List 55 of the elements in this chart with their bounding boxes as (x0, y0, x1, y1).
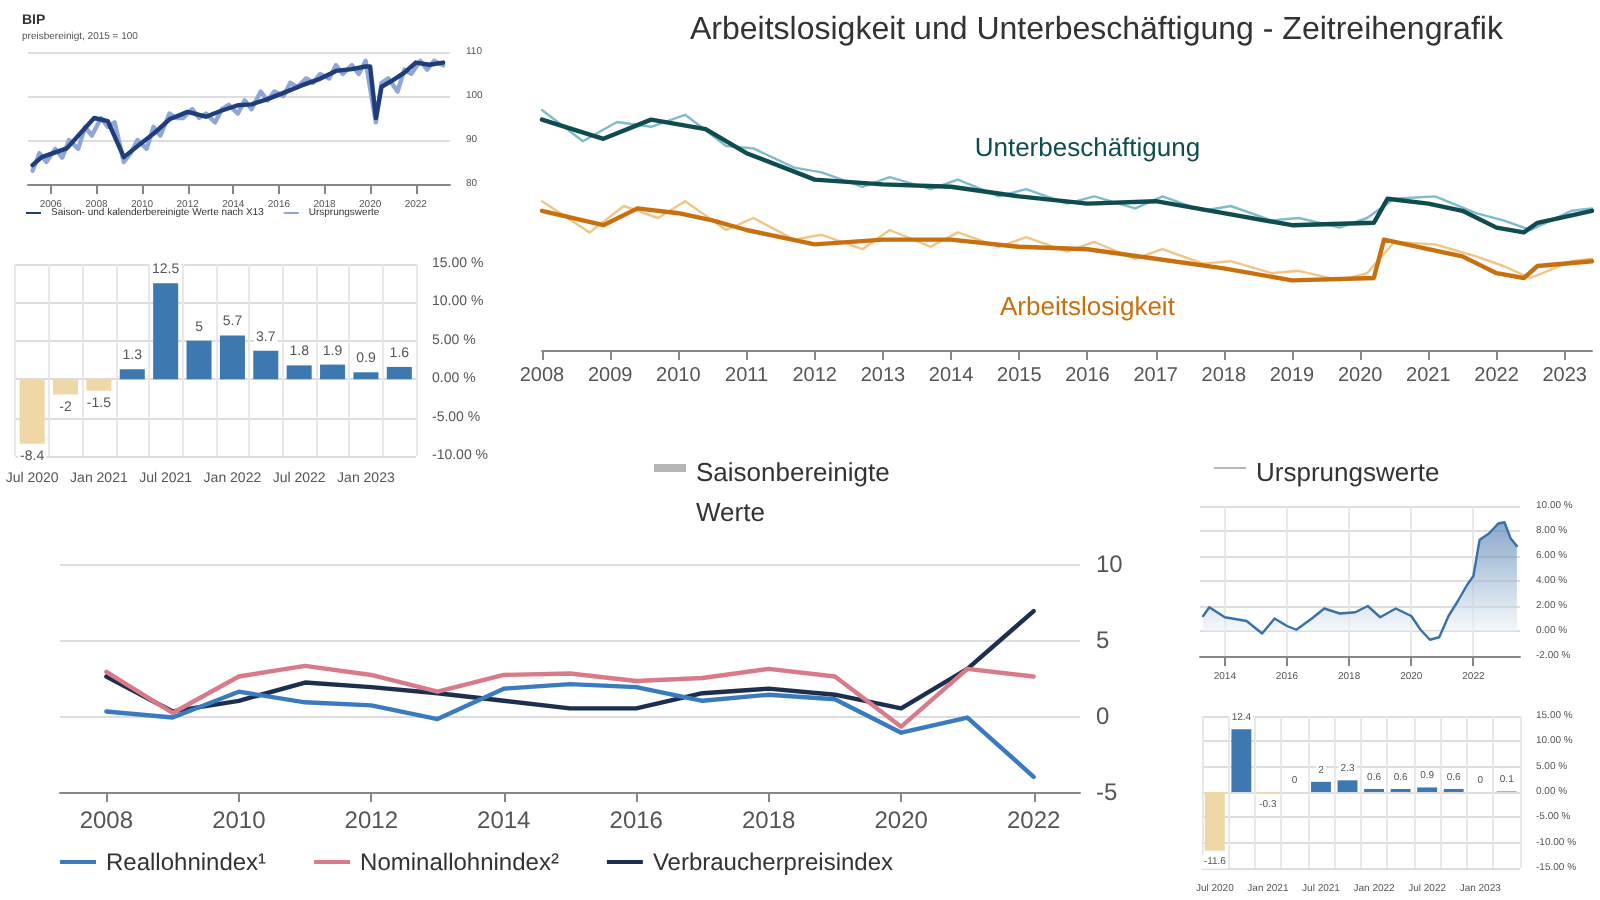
series-label: Unterbeschäftigung (974, 131, 1201, 162)
line-series (104, 681, 1036, 779)
bar (119, 369, 145, 380)
bar (219, 335, 245, 380)
text: Saisonbereinigte Werte (696, 457, 897, 527)
x-tick-label: 2012 (344, 806, 399, 834)
x-tick-label: 2016 (1065, 365, 1111, 387)
series-label: Arbeitslosigkeit (1000, 291, 1176, 322)
y-tick-label: 10 (1096, 550, 1124, 578)
x-tick-label: 2019 (1269, 365, 1316, 387)
bar (286, 365, 312, 380)
x-tick-label: 2012 (792, 365, 838, 387)
x-tick-label: 2020 (1337, 365, 1384, 387)
legend-label: Verbraucherpreisindex (652, 848, 894, 876)
text: Ursprungswerte (1256, 457, 1440, 487)
x-tick-label: 2022 (1006, 806, 1061, 834)
bar (186, 340, 212, 380)
legend-label: Reallohnindex¹ (106, 848, 267, 876)
bar (320, 364, 346, 380)
x-tick-label: 2010 (212, 806, 267, 834)
line-series (104, 663, 1036, 729)
legend-label: Nominallohnindex² (360, 848, 559, 876)
x-tick-label: 2023 (1542, 365, 1588, 387)
y-tick-label: -5 (1096, 778, 1118, 806)
bar (1311, 781, 1331, 792)
x-tick-label: 2018 (1201, 365, 1247, 387)
y-tick-label: 5 (1096, 626, 1110, 654)
x-tick-label: 2014 (928, 365, 975, 387)
x-tick-label: 2015 (997, 365, 1043, 387)
bar (253, 350, 279, 380)
x-tick-label: 2008 (79, 806, 134, 834)
bar (86, 379, 112, 391)
x-tick-label: 2017 (1133, 365, 1179, 387)
bar (1204, 792, 1225, 851)
bar (19, 379, 45, 444)
x-tick-label: 2022 (1474, 365, 1520, 387)
line-series (104, 608, 1036, 714)
x-tick-label: 2008 (519, 365, 566, 387)
bar (353, 372, 379, 380)
x-tick-label: 2016 (609, 806, 664, 834)
x-tick-label: 2018 (742, 806, 797, 834)
x-tick-label: 2013 (860, 365, 907, 387)
x-tick-label: 2009 (587, 365, 634, 387)
y-tick-label: 0 (1096, 702, 1110, 730)
bar (1231, 729, 1252, 792)
x-tick-label: 2020 (874, 806, 929, 834)
x-tick-label: 2014 (477, 806, 532, 834)
chart-title: Arbeitslosigkeit und Unterbeschäftigung - Zeitreihengrafik (690, 13, 1505, 47)
x-tick-label: 2021 (1406, 365, 1452, 387)
x-tick-label: 2011 (725, 365, 769, 387)
bar (53, 379, 79, 395)
bar (386, 366, 412, 380)
bar (153, 283, 179, 380)
bar (1337, 780, 1358, 792)
x-tick-label: 2010 (656, 365, 702, 387)
